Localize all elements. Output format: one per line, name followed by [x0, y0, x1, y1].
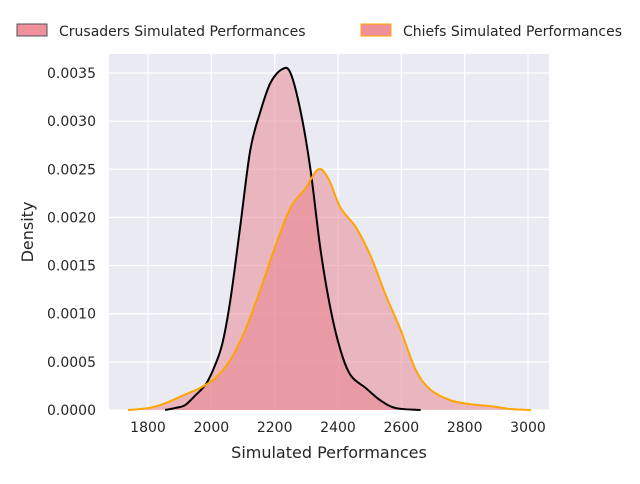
- x-tick-label: 2000: [194, 420, 230, 436]
- series-fill-1: [128, 168, 531, 410]
- legend-swatch-chiefs: [360, 23, 392, 37]
- y-tick-label: 0.0010: [47, 307, 96, 323]
- y-tick-labels: 0.0000 0.0005 0.0010 0.0015 0.0020 0.0025 0.00…: [47, 66, 96, 419]
- y-tick-label: 0.0000: [47, 403, 96, 419]
- x-tick-label: 3000: [510, 420, 546, 436]
- x-tick-label: 2400: [320, 420, 356, 436]
- y-tick-label: 0.0005: [47, 355, 96, 371]
- x-tick-labels: 1800 2000 2200 2400 2600 2800 3000: [130, 420, 546, 436]
- x-axis-label: Simulated Performances: [231, 443, 427, 462]
- x-tick-label: 2800: [447, 420, 483, 436]
- y-axis-label: Density: [18, 202, 37, 263]
- legend-swatch-crusaders: [16, 23, 48, 37]
- series-fills: [128, 67, 531, 411]
- x-tick-label: 1800: [130, 420, 166, 436]
- x-tick-label: 2600: [384, 420, 420, 436]
- y-tick-label: 0.0015: [47, 259, 96, 275]
- series-line-1: [127, 167, 531, 411]
- legend-label-chiefs: Chiefs Simulated Performances: [403, 24, 622, 40]
- y-tick-label: 0.0020: [47, 210, 96, 226]
- series-lines: [127, 66, 531, 411]
- x-tick-label: 2200: [257, 420, 293, 436]
- legend: Crusaders Simulated Performances Chiefs …: [16, 23, 622, 40]
- y-tick-label: 0.0030: [47, 114, 96, 130]
- y-tick-label: 0.0025: [47, 162, 96, 178]
- y-tick-label: 0.0035: [47, 66, 96, 82]
- legend-label-crusaders: Crusaders Simulated Performances: [59, 24, 305, 40]
